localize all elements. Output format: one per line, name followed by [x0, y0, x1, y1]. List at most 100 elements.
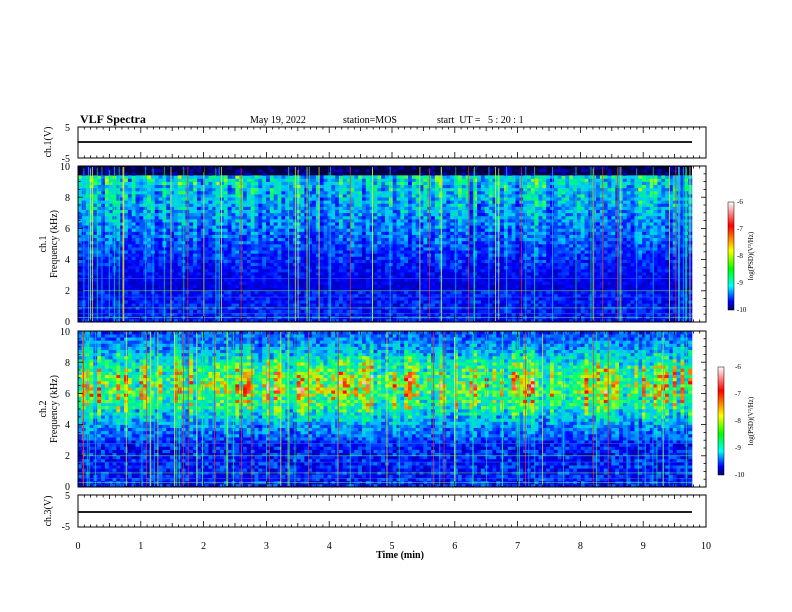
spectrum-cell: [396, 175, 401, 179]
spectrum-cell: [173, 265, 179, 270]
spectrum-cell: [457, 290, 463, 295]
spectrum-cell: [135, 253, 140, 257]
spectrum-cell: [177, 309, 182, 313]
spectrum-cell: [250, 281, 255, 285]
spectrum-cell: [173, 219, 179, 223]
spectrum-cell: [124, 225, 129, 229]
spectrum-cell: [281, 240, 286, 245]
spectrum-cell: [423, 237, 428, 242]
spectrum-cell: [442, 312, 447, 317]
spectrum-cell: [323, 268, 328, 273]
spectrum-cell: [139, 234, 144, 239]
spectrum-cell: [289, 187, 294, 192]
spectrum-cell: [411, 268, 416, 273]
spectrum-cell: [108, 169, 113, 173]
spectrum-cell: [93, 309, 98, 313]
spectrum-cell: [204, 200, 209, 204]
spectrum-cell: [281, 268, 286, 273]
spectrum-cell: [450, 250, 455, 254]
spectrum-cell: [300, 219, 305, 223]
spectrum-cell: [281, 293, 286, 298]
spectrum-cell: [154, 234, 159, 239]
spectrum-cell: [85, 197, 90, 201]
spectrum-cell: [208, 281, 213, 285]
spectrum-cell: [434, 318, 440, 323]
spectrum-cell: [177, 184, 182, 189]
spectrum-cell: [304, 278, 309, 282]
spectrum-cell: [342, 209, 347, 214]
spectrum-cell: [423, 228, 428, 232]
spectrum-cell: [296, 297, 301, 301]
spectrum-cell: [116, 303, 121, 307]
spectrum-cell: [227, 253, 232, 257]
spectrum-cell: [216, 194, 221, 198]
spectrum-cell: [369, 206, 374, 210]
spectrum-cell: [400, 272, 405, 276]
spectrum-cell: [315, 187, 321, 192]
spectrum-cell: [78, 212, 83, 217]
spectrum-cell: [434, 209, 440, 214]
spectrum-cell: [457, 212, 463, 217]
spectrum-cell: [227, 312, 232, 317]
spectrum-cell: [254, 206, 259, 210]
spectrum-cell: [304, 297, 309, 301]
spectrum-cell: [335, 297, 340, 301]
spectrum-cell: [450, 240, 455, 245]
spectrum-cell: [327, 187, 332, 192]
spectrum-cell: [250, 181, 255, 186]
spectrum-cell: [262, 293, 267, 298]
spectrum-cell: [196, 275, 202, 279]
spectrum-cell: [235, 250, 240, 254]
spectrum-cell: [147, 200, 152, 204]
spectrum-cell: [277, 228, 282, 232]
spectrum-cell: [204, 244, 209, 248]
spectrum-cell: [350, 219, 355, 223]
spectrum-cell: [308, 219, 313, 223]
spectrum-cell: [131, 259, 136, 264]
spectrum-cell: [246, 297, 251, 301]
spectrum-cell: [446, 259, 451, 264]
spectrum-cell: [131, 293, 136, 298]
spectrum-cell: [266, 287, 271, 292]
spectrum-cell: [365, 284, 370, 288]
spectrum-cell: [216, 297, 221, 301]
spectrum-cell: [285, 253, 290, 257]
spectrum-cell: [104, 259, 109, 264]
spectrum-cell: [319, 297, 324, 301]
spectrum-cell: [250, 237, 255, 242]
spectrum-cell: [388, 190, 393, 195]
spectrum-cell: [442, 215, 447, 220]
spectrum-cell: [101, 256, 106, 260]
spectrum-cell: [97, 190, 102, 195]
spectrum-cell: [266, 215, 271, 220]
spectrum-cell: [108, 287, 113, 292]
spectrum-cell: [319, 219, 324, 223]
ch1-voltage-xticks: [77, 127, 707, 158]
spectrum-cell: [377, 203, 382, 207]
spectrum-cell: [381, 219, 386, 223]
spectrum-cell: [200, 197, 205, 201]
spectrum-cell: [219, 284, 225, 288]
spectrum-cell: [404, 250, 409, 254]
spectrum-cell: [258, 184, 263, 189]
spectrum-cell: [457, 187, 463, 192]
spectrum-cell: [269, 194, 275, 198]
spectrum-cell: [135, 240, 140, 245]
spectrum-cell: [173, 275, 179, 279]
spectrum-cell: [246, 175, 251, 179]
spectrum-cell: [450, 309, 455, 313]
spectrum-cell: [281, 297, 286, 301]
spectrum-cell: [104, 197, 109, 201]
spectrum-cell: [446, 222, 451, 226]
spectrum-cell: [208, 268, 213, 273]
spectrum-cell: [254, 194, 259, 198]
spectrum-cell: [408, 268, 413, 273]
spectrum-cell: [342, 219, 347, 223]
spectrum-cell: [385, 190, 390, 195]
spectrum-cell: [170, 297, 175, 301]
spectrum-cell: [315, 212, 321, 217]
spectrum-cell: [147, 175, 152, 179]
figure-title: VLF Spectra: [80, 112, 146, 126]
spectrum-cell: [120, 275, 125, 279]
spectrum-cell: [78, 272, 83, 276]
